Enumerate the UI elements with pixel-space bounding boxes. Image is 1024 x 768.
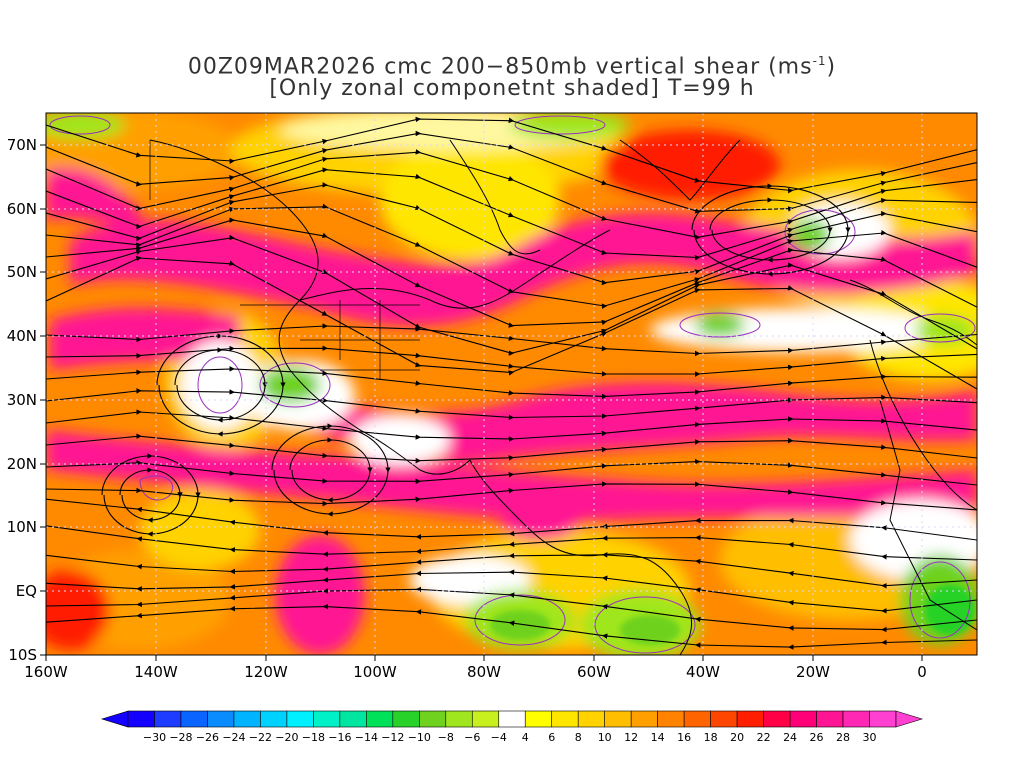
lat-label: EQ bbox=[16, 582, 37, 600]
colorbar-swatch bbox=[180, 710, 208, 728]
colorbar-swatch bbox=[630, 710, 658, 728]
colorbar-swatch bbox=[207, 710, 235, 728]
title-line-2: [Only zonal componetnt shaded] T=99 h bbox=[269, 76, 755, 101]
colorbar-swatch bbox=[260, 710, 288, 728]
colorbar-label: −18 bbox=[302, 731, 325, 744]
colorbar-swatch bbox=[789, 710, 817, 728]
colorbar-label: 10 bbox=[598, 731, 612, 744]
lon-label: 80W bbox=[467, 663, 501, 681]
streamline bbox=[101, 453, 201, 537]
colorbar-swatch bbox=[524, 710, 553, 728]
colorbar-swatch bbox=[763, 710, 791, 728]
colorbar-swatch bbox=[498, 710, 526, 728]
lat-label: 50N bbox=[7, 263, 37, 281]
colorbar-label: 16 bbox=[677, 731, 691, 744]
colorbar-label: 24 bbox=[783, 731, 797, 744]
colorbar-label: −8 bbox=[438, 731, 454, 744]
lat-label: 40N bbox=[7, 327, 37, 345]
colorbar-label: −14 bbox=[355, 731, 378, 744]
streamline bbox=[46, 433, 977, 464]
colorbar-label: 22 bbox=[757, 731, 771, 744]
map-frame bbox=[45, 112, 978, 656]
colorbar-label: −10 bbox=[408, 731, 431, 744]
colorbar-arrow-left bbox=[100, 710, 129, 728]
colorbar-swatch bbox=[233, 710, 261, 728]
colorbar-label: 6 bbox=[548, 731, 555, 744]
colorbar-label: −26 bbox=[196, 731, 219, 744]
streamline bbox=[271, 423, 391, 517]
streamline bbox=[46, 603, 977, 650]
colorbar-swatch bbox=[736, 710, 764, 728]
lon-label: 60W bbox=[577, 663, 611, 681]
streamline bbox=[46, 458, 977, 486]
streamline bbox=[46, 481, 977, 511]
shading-field bbox=[46, 113, 977, 655]
colorbar-swatch bbox=[710, 710, 738, 728]
colorbar-label: −4 bbox=[491, 731, 507, 744]
colorbar-swatch bbox=[127, 710, 155, 728]
lat-label: 70N bbox=[7, 136, 37, 154]
colorbar-swatch bbox=[286, 710, 314, 728]
colorbar-label: −24 bbox=[222, 731, 245, 744]
lon-label: 140W bbox=[134, 663, 178, 681]
colorbar-swatch bbox=[683, 710, 711, 728]
colorbar-swatch bbox=[816, 710, 844, 728]
colorbar-swatch bbox=[551, 710, 579, 728]
streamline bbox=[46, 498, 977, 541]
colorbar bbox=[100, 710, 924, 728]
colorbar-swatch bbox=[842, 710, 870, 728]
colorbar-label: 20 bbox=[730, 731, 744, 744]
lat-label: 30N bbox=[7, 391, 37, 409]
colorbar-label: 4 bbox=[522, 731, 529, 744]
colorbar-label: 18 bbox=[704, 731, 718, 744]
colorbar-swatch bbox=[339, 710, 367, 728]
colorbar-swatch bbox=[445, 710, 473, 728]
colorbar-swatch bbox=[604, 710, 632, 728]
lat-label: 10N bbox=[7, 518, 37, 536]
colorbar-swatch bbox=[154, 710, 182, 728]
lon-label: 20W bbox=[796, 663, 830, 681]
colorbar-label: −28 bbox=[169, 731, 192, 744]
lat-label: 60N bbox=[7, 200, 37, 218]
colorbar-swatch bbox=[869, 710, 897, 728]
lon-label: 160W bbox=[24, 663, 68, 681]
colorbar-label: 8 bbox=[575, 731, 582, 744]
colorbar-label: −22 bbox=[249, 731, 272, 744]
colorbar-swatch bbox=[657, 710, 685, 728]
colorbar-arrow-right bbox=[895, 710, 924, 728]
lon-label: 100W bbox=[353, 663, 397, 681]
streamline bbox=[691, 183, 851, 277]
graticule bbox=[46, 113, 977, 655]
lon-label: 0 bbox=[917, 663, 927, 681]
colorbar-swatch bbox=[577, 710, 605, 728]
colorbar-swatch bbox=[366, 710, 394, 728]
colorbar-label: 14 bbox=[651, 731, 665, 744]
lon-label: 120W bbox=[244, 663, 288, 681]
colorbar-label: 30 bbox=[863, 731, 877, 744]
title-line-1: 00Z09MAR2026 cmc 200−850mb vertical shea… bbox=[187, 54, 837, 80]
colorbar-label: 26 bbox=[810, 731, 824, 744]
colorbar-swatch bbox=[392, 710, 420, 728]
colorbar-label: −12 bbox=[381, 731, 404, 744]
lon-label: 40W bbox=[686, 663, 720, 681]
streamlines bbox=[46, 116, 977, 650]
streamline bbox=[46, 525, 977, 561]
lat-label: 10S bbox=[8, 646, 37, 664]
colorbar-labels: −30 −28 −26 −24 −22 −20 −18 −16 −14 −12 −10 −8 −6 −4 4… bbox=[143, 731, 877, 744]
colorbar-label: −20 bbox=[275, 731, 298, 744]
colorbar-label: 12 bbox=[624, 731, 638, 744]
colorbar-label: −16 bbox=[328, 731, 351, 744]
streamline bbox=[156, 333, 286, 437]
colorbar-label: −30 bbox=[143, 731, 166, 744]
lat-label: 20N bbox=[7, 455, 37, 473]
colorbar-label: 28 bbox=[836, 731, 850, 744]
colorbar-label: −6 bbox=[464, 731, 480, 744]
colorbar-swatch bbox=[471, 710, 500, 728]
colorbar-swatch bbox=[313, 710, 341, 728]
colorbar-swatch bbox=[419, 710, 447, 728]
